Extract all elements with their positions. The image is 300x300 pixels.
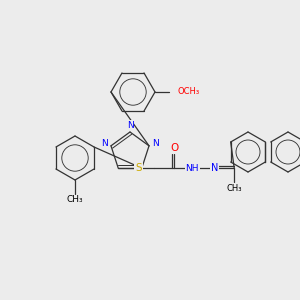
Text: N: N [152,139,159,148]
Text: N: N [127,121,134,130]
Text: O: O [170,143,178,153]
Text: CH₃: CH₃ [67,196,83,205]
Text: S: S [135,163,142,173]
Text: N: N [101,139,108,148]
Text: CH₃: CH₃ [226,184,242,193]
Text: N: N [211,163,218,173]
Text: OCH₃: OCH₃ [177,88,199,97]
Text: NH: NH [185,164,199,173]
